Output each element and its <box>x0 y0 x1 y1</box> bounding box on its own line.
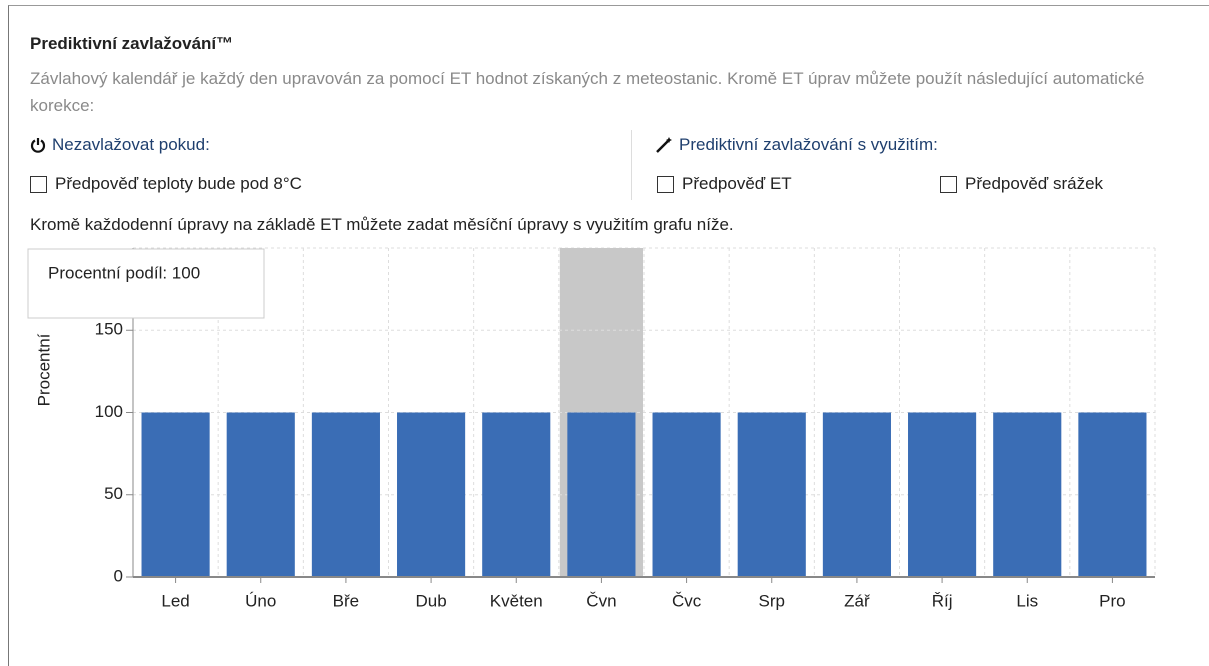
bar <box>226 412 295 577</box>
heading-text: Prediktivní zavlažování s využitím: <box>679 135 938 154</box>
x-tick-label: Úno <box>245 591 276 610</box>
bar <box>822 412 891 577</box>
x-tick-label: Říj <box>932 591 953 610</box>
checkbox-box[interactable] <box>940 175 957 193</box>
checkbox-box[interactable] <box>657 175 674 193</box>
tooltip: Procentní podíl: 100 <box>48 263 200 282</box>
chart: 0 50 100 150 Led Úno Bře Dub Květen Čvn Čvc Srp Zář Ř… <box>27 247 1156 610</box>
checkbox-label: Předpověď srážek <box>965 174 1104 193</box>
heading-text: Nezavlažovat pokud: <box>52 135 210 154</box>
bar <box>482 412 551 577</box>
bar <box>652 412 721 577</box>
bar <box>993 412 1062 577</box>
y-tick-label: 50 <box>104 484 123 503</box>
checkbox[interactable]: Předpověď ET <box>657 174 792 194</box>
x-tick-label: Bře <box>333 591 359 610</box>
description: Závlahový kalendář je každý den upravová… <box>30 69 1145 115</box>
note: Kromě každodenní úpravy na základě ET mů… <box>30 215 734 234</box>
checkbox[interactable]: Předpověď srážek <box>940 174 1103 194</box>
checkbox-box[interactable] <box>30 175 47 193</box>
y-tick-label: 100 <box>95 402 123 421</box>
checkbox-label: Předpověď ET <box>682 174 792 193</box>
bar <box>1078 412 1147 577</box>
x-tick-label: Srp <box>759 591 785 610</box>
separator <box>631 130 632 200</box>
panel <box>8 5 1209 666</box>
bar <box>311 412 380 577</box>
left-heading: Nezavlažovat pokud: <box>30 135 210 155</box>
wand-icon <box>656 137 672 153</box>
bar <box>908 412 977 577</box>
right-heading: Prediktivní zavlažování s využitím: <box>655 135 938 155</box>
power-icon <box>30 138 46 153</box>
checkbox-label: Předpověď teploty bude pod 8°C <box>55 174 302 193</box>
bar <box>141 412 210 577</box>
title: Prediktivní zavlažování™ <box>30 34 234 53</box>
checkbox[interactable]: Předpověď teploty bude pod 8°C <box>30 174 302 194</box>
y-tick-label: 0 <box>114 566 123 585</box>
x-tick-label: Dub <box>415 591 446 610</box>
tooltip-box <box>27 248 265 319</box>
y-axis-label: Procentní <box>34 333 53 406</box>
x-tick-label: Čvc <box>672 591 702 610</box>
x-tick-label: Květen <box>490 591 543 610</box>
y-tick-label: 150 <box>95 320 123 339</box>
bar <box>737 412 806 577</box>
x-tick-label: Led <box>161 591 189 610</box>
x-tick-label: Lis <box>1016 591 1038 610</box>
x-tick-label: Čvn <box>586 591 616 610</box>
x-tick-label: Pro <box>1099 591 1125 610</box>
x-tick-label: Zář <box>844 591 870 610</box>
bar <box>397 412 466 577</box>
bar <box>567 412 636 577</box>
